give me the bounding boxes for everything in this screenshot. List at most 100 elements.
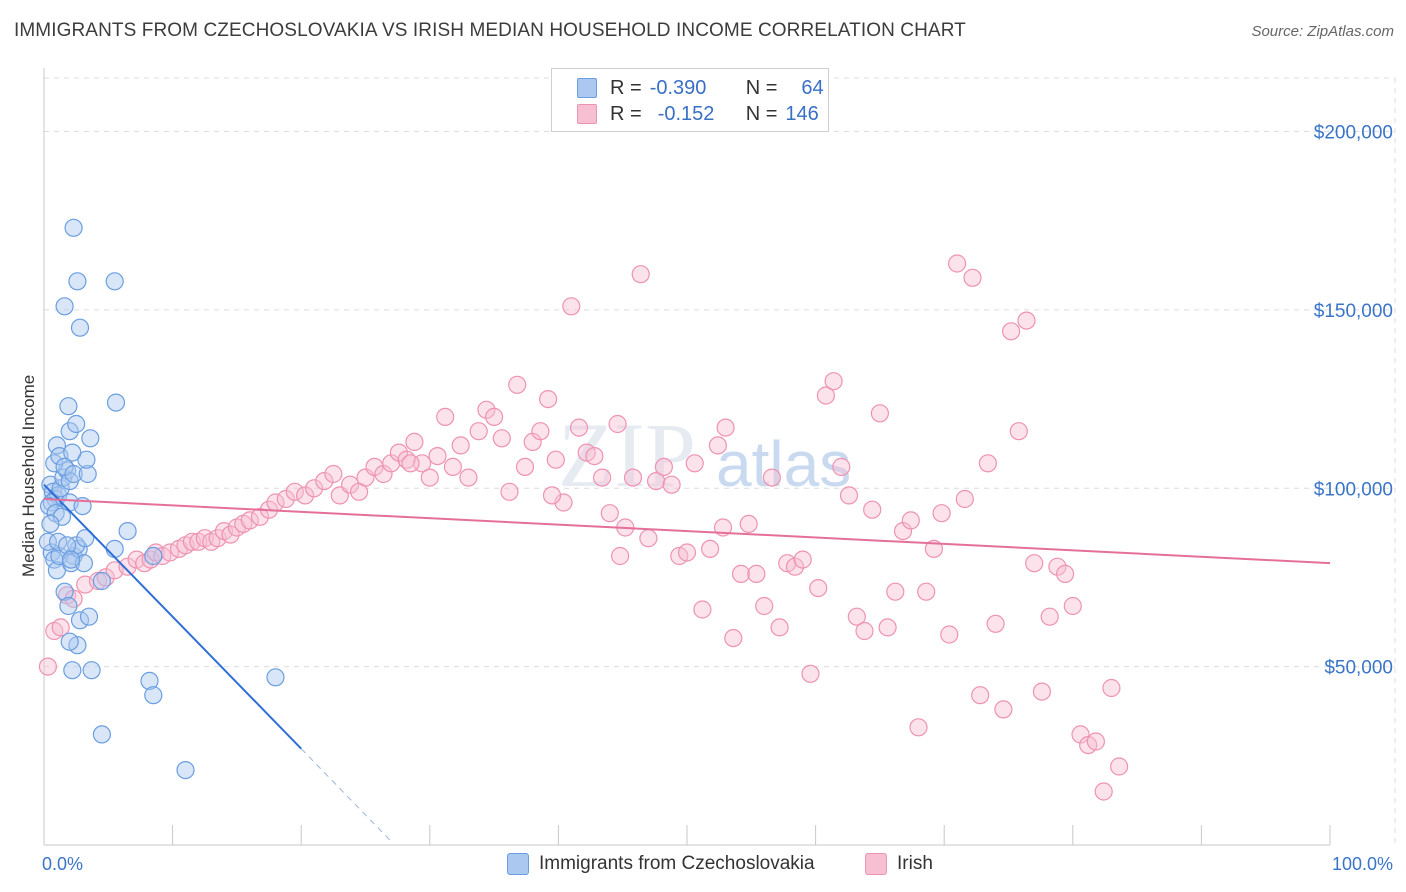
czechoslovakia-point (176, 760, 195, 780)
czechoslovakia-point (81, 429, 100, 448)
irish-point (1001, 322, 1021, 341)
legend-r-value: -0.390 (649, 76, 707, 99)
irish-point (546, 450, 565, 469)
czechoslovakia-point (41, 514, 60, 534)
legend-n-value: 146 (785, 102, 819, 125)
czechoslovakia-point (55, 582, 74, 601)
irish-point (405, 432, 424, 451)
irish-point (631, 265, 650, 284)
irish-point (531, 422, 550, 441)
irish-point (296, 486, 315, 505)
irish-point (477, 400, 496, 419)
irish-point (724, 628, 743, 648)
czechoslovakia-point (38, 532, 58, 551)
y-tick-label: $50,000 (1324, 658, 1393, 679)
legend-n-value: 64 (801, 76, 824, 99)
irish-point (770, 618, 789, 637)
czechoslovakia-point (57, 536, 77, 555)
irish-point (1040, 607, 1059, 626)
czechoslovakia-point (64, 218, 83, 237)
irish-point (646, 472, 666, 491)
irish-point (1009, 422, 1028, 441)
czechoslovakia-point (144, 686, 163, 705)
bottom-legend-swatch-czechoslovakia (507, 853, 529, 875)
irish-point (762, 468, 782, 487)
irish-point (492, 429, 511, 448)
irish-point (623, 468, 643, 487)
czechoslovakia-point (266, 668, 285, 687)
irish-point (685, 454, 704, 473)
czechoslovakia-point (55, 457, 74, 476)
irish-point (500, 482, 519, 501)
czechoslovakia-point (64, 464, 83, 484)
irish-point (755, 596, 774, 616)
czechoslovakia-point (105, 272, 124, 291)
legend-r-label: R = (610, 76, 642, 99)
irish-point (51, 618, 70, 637)
irish-point (1109, 757, 1129, 776)
czechoslovakia-point (144, 546, 163, 566)
irish-point (708, 436, 728, 455)
czechoslovakia-point (70, 318, 90, 337)
irish-point (469, 422, 488, 441)
irish-point (420, 468, 439, 487)
czechoslovakia-point (55, 297, 74, 316)
irish-point (341, 475, 360, 494)
irish-point (870, 404, 890, 423)
irish-point (917, 582, 936, 601)
x-tick-labels: 0.0% 100.0% (42, 854, 1393, 874)
irish-point (700, 539, 720, 559)
czechoslovakia-point (140, 671, 159, 691)
irish-point (515, 457, 535, 476)
irish-point (1086, 732, 1106, 751)
czechoslovakia-point (78, 464, 97, 484)
czechoslovakia-point (59, 596, 78, 616)
irish-point (250, 507, 270, 526)
y-axis-label: Median Household Income (19, 375, 38, 577)
irish-point (878, 618, 897, 637)
irish-point (610, 546, 630, 566)
irish-point (1017, 311, 1036, 330)
czechoslovakia-trend-extension (300, 748, 392, 842)
irish-point (994, 700, 1013, 719)
czechoslovakia-point (82, 661, 101, 680)
legend-r-label: R = (610, 102, 642, 125)
irish-point (793, 550, 812, 569)
irish-point (971, 686, 990, 705)
czechoslovakia-point (68, 272, 87, 291)
irish-point (554, 493, 573, 512)
y-tick-label: $200,000 (1314, 123, 1393, 144)
irish-point (1055, 564, 1075, 584)
grid-lines (44, 77, 1396, 845)
irish-point (436, 407, 455, 426)
irish-point (508, 375, 527, 394)
czechoslovakia-point (70, 611, 90, 630)
irish-point (569, 418, 589, 437)
irish-point (401, 454, 420, 473)
irish-point (428, 447, 447, 466)
legend-row-irish: R = -0.152 N = 146 (577, 102, 819, 126)
irish-point (824, 372, 843, 391)
irish-point (1048, 557, 1067, 576)
czechoslovakia-point (61, 550, 81, 569)
irish-point (955, 489, 974, 509)
irish-point (816, 386, 836, 405)
irish-point (839, 486, 859, 505)
czechoslovakia-point (60, 422, 79, 441)
irish-point (716, 418, 735, 437)
czechoslovakia-point (52, 507, 72, 526)
czechoslovakia-point (76, 529, 95, 548)
irish-point (1102, 678, 1121, 698)
irish-point (592, 468, 612, 487)
irish-points (38, 254, 1129, 801)
bottom-legend-label-czechoslovakia: Immigrants from Czechoslovakia (539, 853, 815, 874)
irish-point (585, 447, 604, 466)
chart-title: IMMIGRANTS FROM CZECHOSLOVAKIA VS IRISH … (14, 20, 966, 41)
czechoslovakia-point (63, 443, 82, 462)
irish-point (285, 482, 304, 501)
irish-point (1094, 782, 1113, 801)
czechoslovakia-point (60, 632, 79, 651)
irish-point (459, 468, 478, 487)
irish-point (978, 454, 998, 473)
